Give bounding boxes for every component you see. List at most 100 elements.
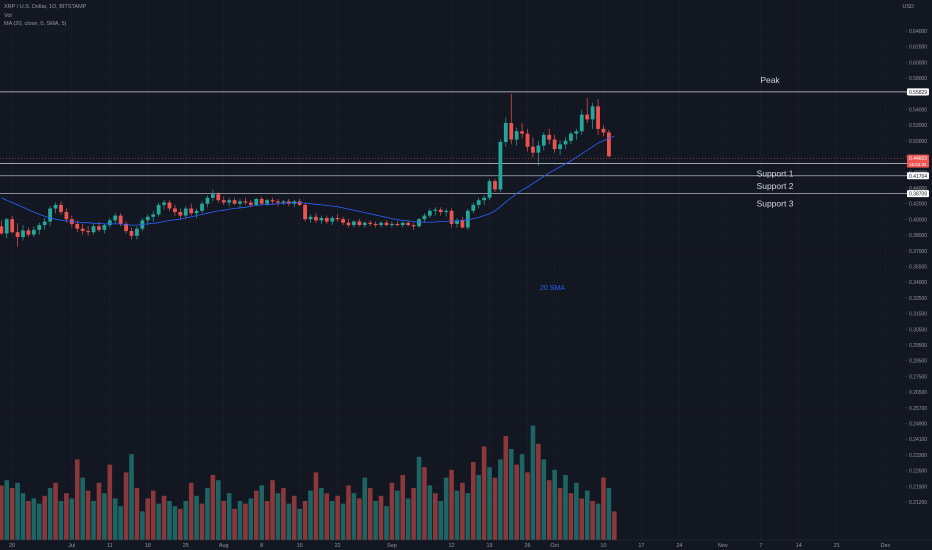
candle-body: [596, 106, 600, 129]
volume-bar: [525, 472, 530, 540]
candle-body: [368, 222, 373, 224]
volume-bar: [134, 488, 140, 540]
price-tick-label: 0.21200: [909, 500, 927, 506]
volume-bar: [324, 493, 330, 540]
volume-bar: [595, 503, 601, 540]
volume-bar: [514, 464, 519, 540]
legend-ma[interactable]: MA (20, close, 0, SMA, 5): [4, 21, 67, 27]
volume-bar: [487, 467, 492, 540]
candle-body: [102, 225, 107, 230]
candle-body: [194, 210, 199, 214]
candle-body: [227, 200, 232, 203]
chart-grid: [11, 0, 886, 540]
price-tick-label: 0.52000: [909, 123, 927, 129]
candle-body: [80, 228, 85, 232]
time-tick-label: 17: [638, 543, 644, 549]
price-tick-label: 0.22600: [909, 469, 927, 475]
price-tick-label: 0.62000: [909, 45, 927, 51]
level-label: Peak: [760, 75, 780, 85]
volume-bar: [460, 482, 465, 540]
volume-bar: [286, 503, 292, 540]
candle-body: [91, 226, 96, 233]
volume-bar: [405, 498, 411, 540]
candle-body: [238, 201, 242, 204]
volume-bar: [80, 477, 85, 540]
price-tick-label: 0.31500: [909, 312, 927, 318]
candle-body: [411, 225, 416, 227]
horizontal-levels[interactable]: Peak Support 1 Support 2 Support 3: [0, 75, 908, 209]
volume-bar: [9, 488, 15, 540]
volume-bar: [20, 493, 26, 540]
candle-body: [607, 132, 611, 157]
volume-bar: [416, 456, 422, 540]
candle-body: [520, 131, 524, 134]
candle-body: [167, 202, 172, 209]
volume-bar: [438, 501, 444, 540]
legend-symbol[interactable]: XRP / U.S. Dollar, 1D, BITSTAMP: [4, 4, 87, 10]
volume-bar: [36, 503, 42, 540]
sma-20-line: [1, 135, 615, 226]
candle-body: [286, 201, 291, 204]
candle-body: [64, 212, 69, 220]
candle-body: [248, 202, 253, 205]
volume-bar: [53, 482, 58, 540]
volume-bar: [107, 464, 113, 540]
volume-bar: [357, 498, 362, 540]
candle-body: [406, 222, 411, 226]
volume-bar: [91, 501, 96, 540]
candle-body: [314, 216, 318, 221]
candle-body: [400, 222, 405, 226]
volume-bar: [156, 503, 161, 540]
candle-body: [487, 181, 492, 198]
time-tick-label: 7: [759, 543, 762, 549]
volume-bar: [313, 472, 319, 540]
volume-bar: [210, 475, 216, 540]
candle-body: [384, 222, 389, 226]
last-price-text: 0.44603: [909, 156, 927, 162]
candle-body: [455, 220, 459, 224]
volume-bar: [58, 501, 64, 540]
candle-body: [335, 217, 340, 220]
time-axis[interactable]: 20 Jul 11 18 25 Aug 8 15 22 Sep 12 19 26 Oct 10 17 24 Nov…: [0, 539, 932, 549]
volume-bar: [422, 467, 427, 540]
volume-bar: [47, 488, 53, 540]
volume-bar: [205, 488, 210, 540]
legend-volume[interactable]: Vol: [4, 12, 12, 19]
candle-body: [97, 226, 101, 230]
candle-body: [178, 212, 183, 216]
volume-bar: [96, 482, 102, 540]
candle-body: [373, 223, 378, 226]
volume-bar: [427, 485, 433, 540]
candle-body: [15, 232, 20, 237]
volume-bar: [389, 482, 395, 540]
volume-bar: [552, 469, 557, 540]
candle-body: [42, 221, 47, 226]
volume-bar: [329, 501, 335, 540]
candle-body: [471, 204, 476, 211]
price-tick-label: 0.60000: [909, 60, 927, 66]
candle-body: [183, 208, 188, 216]
volume-bar: [449, 469, 454, 540]
candle-body: [303, 204, 307, 220]
currency-label: USD: [902, 4, 914, 10]
volume-bar: [308, 490, 313, 540]
candle-body: [509, 122, 514, 140]
time-tick-label: 11: [107, 543, 113, 549]
volume-bar: [384, 506, 389, 540]
candle-body: [503, 122, 508, 142]
volume-bar: [31, 498, 37, 540]
candle-body: [465, 210, 470, 228]
volume-bar: [302, 501, 308, 540]
candle-body: [221, 200, 226, 203]
price-tick-label: 0.32500: [909, 296, 927, 302]
candle-body: [259, 198, 264, 204]
candle-body: [476, 200, 481, 205]
price-tick-label: 0.40000: [909, 217, 927, 223]
volume-bar: [237, 501, 243, 540]
candle-body: [531, 146, 535, 153]
volume-bar: [411, 488, 416, 540]
price-tick-label: 0.24900: [909, 422, 927, 428]
candle-body: [417, 219, 421, 227]
candle-body: [156, 204, 161, 215]
